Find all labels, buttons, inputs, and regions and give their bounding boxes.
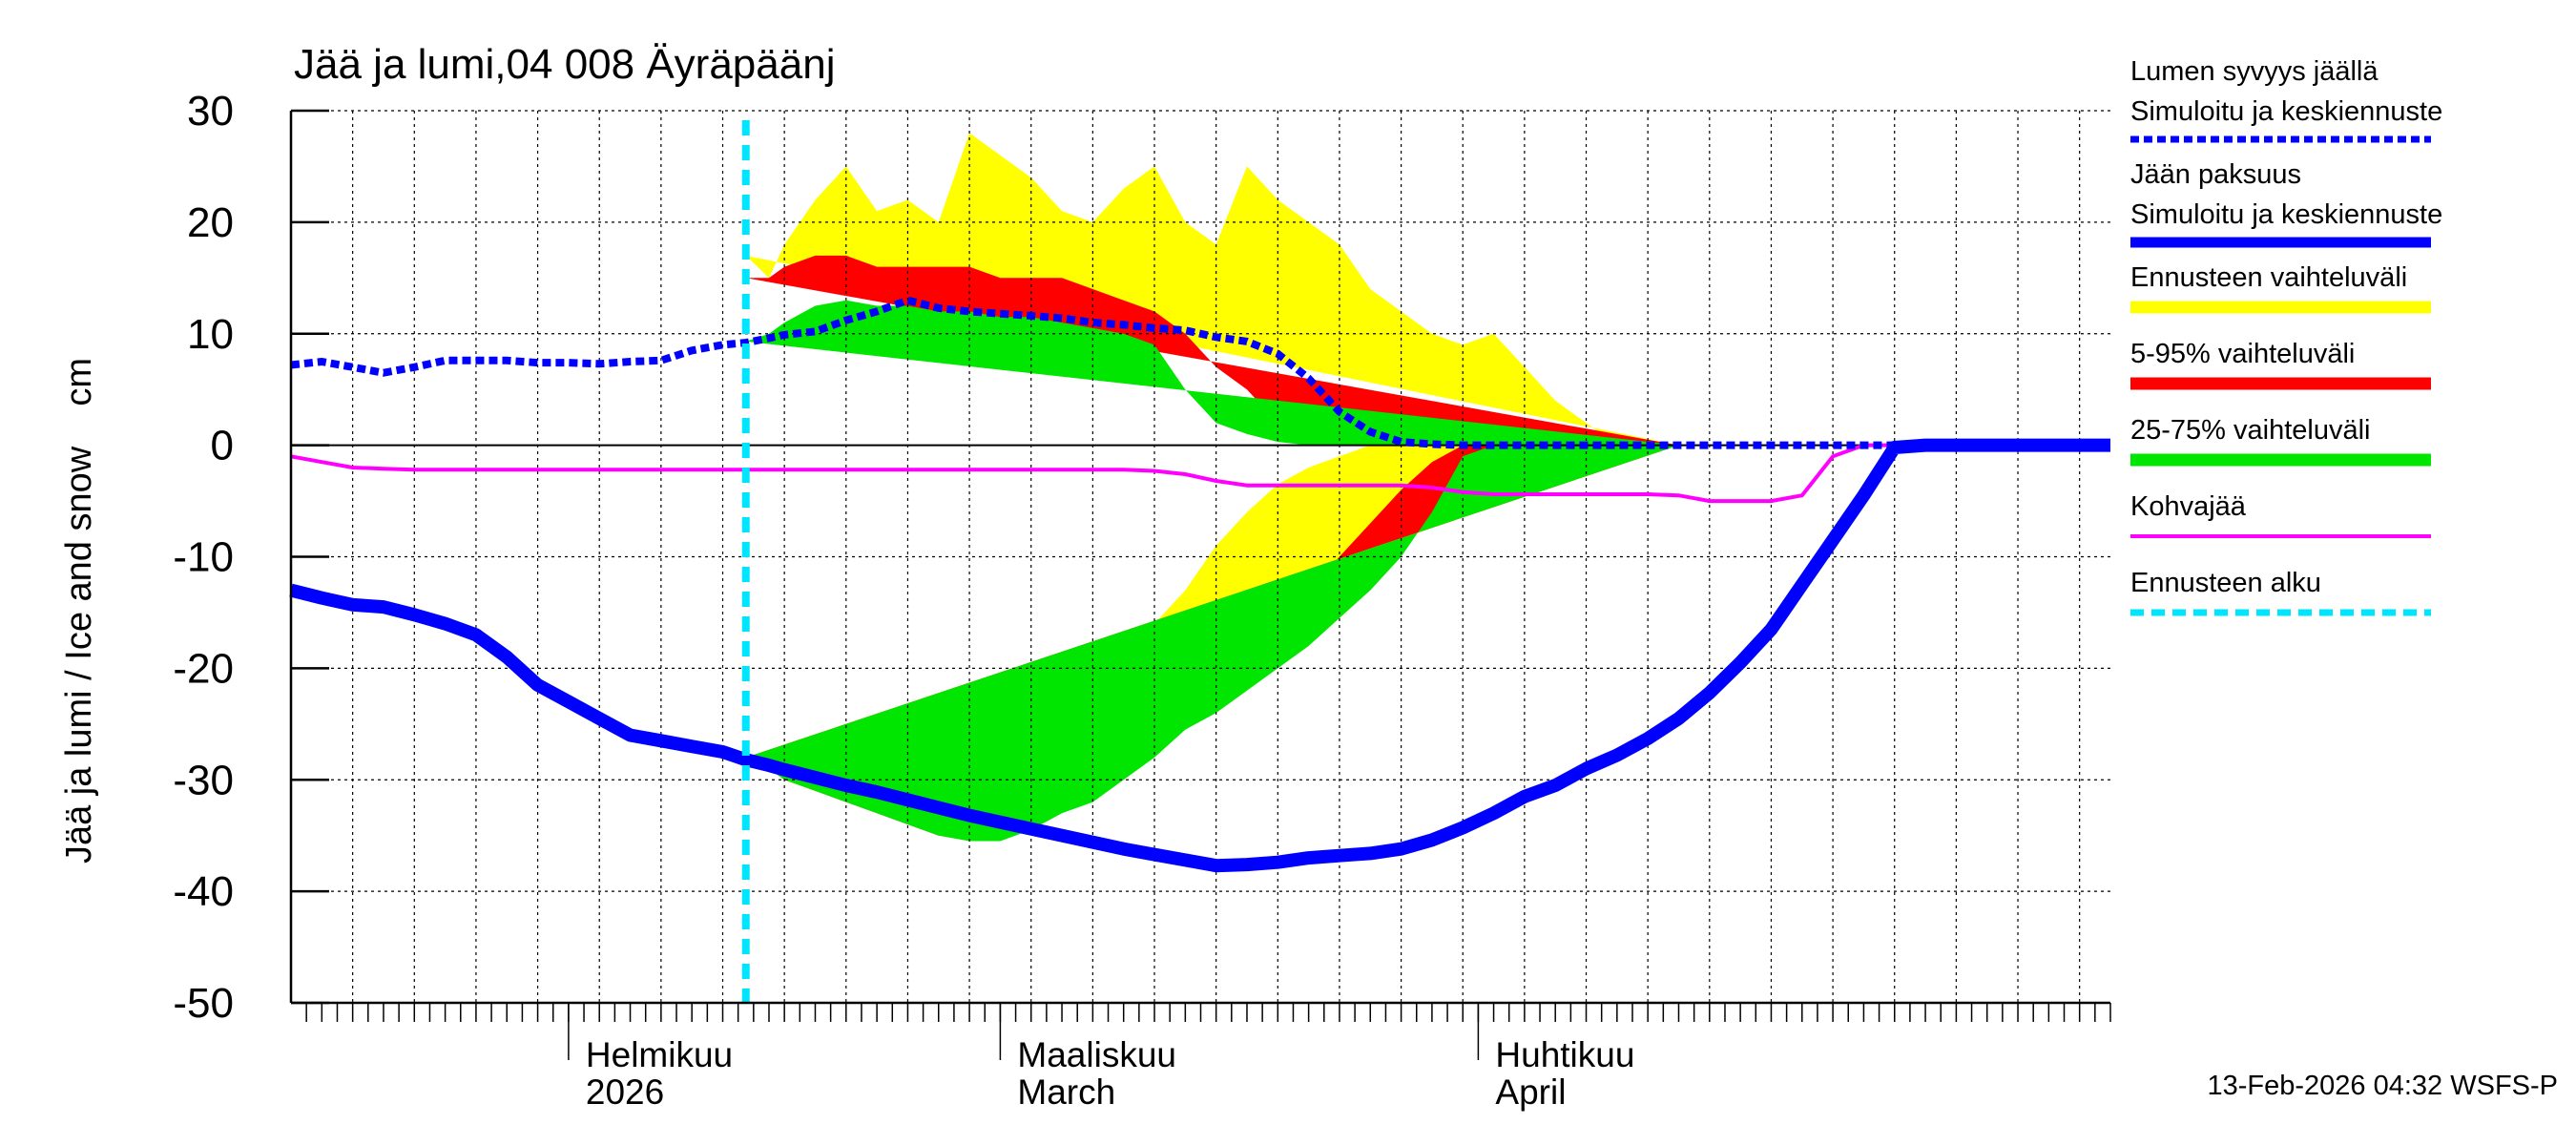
band-snow-25-75-vaihteluv-li xyxy=(745,300,1679,446)
data-series xyxy=(289,120,2110,1003)
x-month-label: Huhtikuu xyxy=(1495,1035,1634,1074)
x-month-sublabel: April xyxy=(1495,1072,1566,1112)
x-month-label: Helmikuu xyxy=(586,1035,733,1074)
forecast-bands xyxy=(745,133,1679,842)
legend-label: 5-95% vaihteluväli xyxy=(2130,339,2355,369)
band-ice-25-75-vaihteluv-li xyxy=(745,445,1679,842)
y-tick-label: 0 xyxy=(211,423,234,469)
y-tick-label: -40 xyxy=(173,868,234,915)
legend-sublabel: Simuloitu ja keskiennuste xyxy=(2130,199,2442,230)
series-snow-depth xyxy=(290,296,2110,449)
y-tick-label: -30 xyxy=(173,757,234,803)
x-month-sublabel: 2026 xyxy=(586,1072,664,1112)
x-month-sublabel: March xyxy=(1017,1072,1115,1112)
y-tick-label: -10 xyxy=(173,534,234,581)
legend-label: Lumen syvyys jäällä xyxy=(2130,56,2379,87)
legend: Lumen syvyys jäällä Simuloitu ja keskienn… xyxy=(2130,56,2442,616)
band-snow-5-95-vaihteluv-li xyxy=(745,255,1679,446)
y-tick-label: 10 xyxy=(187,311,234,358)
legend-label: Jään paksuus xyxy=(2130,159,2301,190)
y-tick-label: -50 xyxy=(173,980,234,1027)
series-ice-thickness xyxy=(289,438,2110,873)
legend-label: Ennusteen alku xyxy=(2130,568,2321,598)
band-snow-ennusteen-vaihteluv-li xyxy=(745,133,1679,446)
legend-label: Ennusteen vaihteluväli xyxy=(2130,262,2407,293)
y-tick-label: -20 xyxy=(173,645,234,692)
x-month-label: Maaliskuu xyxy=(1017,1035,1176,1074)
legend-label: Kohvajää xyxy=(2130,491,2247,522)
y-axis-label: Jää ja lumi / Ice and snow cm xyxy=(59,358,99,864)
timestamp: 13-Feb-2026 04:32 WSFS-P xyxy=(2207,1071,2558,1101)
chart-title: Jää ja lumi,04 008 Äyräpäänj xyxy=(294,41,835,88)
series-kohvajaa xyxy=(290,443,2110,504)
legend-sublabel: Simuloitu ja keskiennuste xyxy=(2130,96,2442,127)
y-tick-label: 20 xyxy=(187,199,234,246)
y-tick-label: 30 xyxy=(187,88,234,135)
legend-label: 25-75% vaihteluväli xyxy=(2130,415,2370,446)
